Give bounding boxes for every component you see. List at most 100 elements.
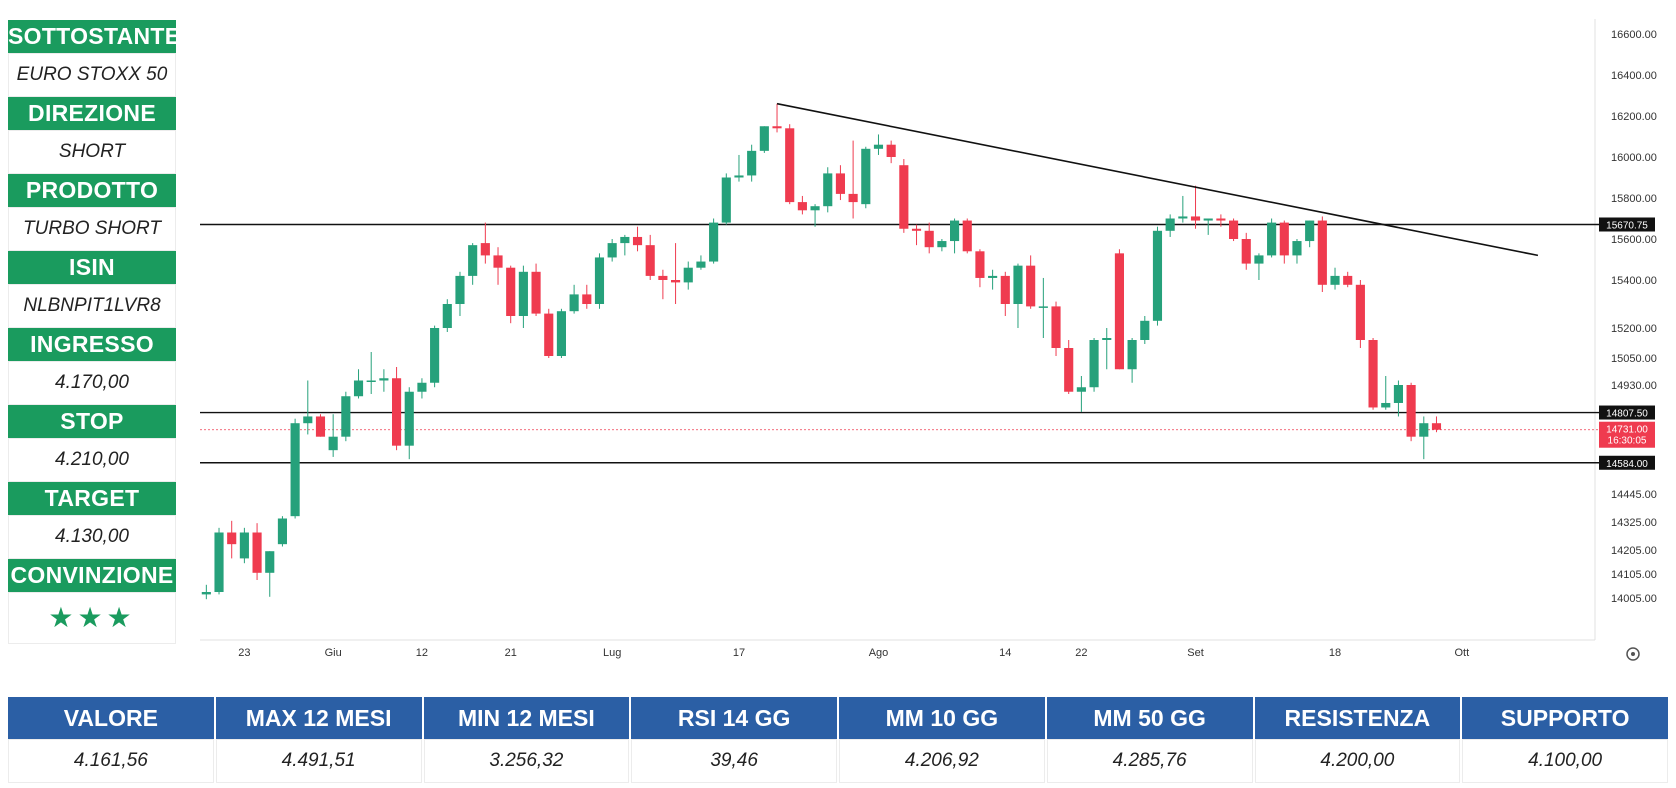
settings-icon[interactable] bbox=[1626, 647, 1640, 661]
candle-body bbox=[468, 245, 478, 276]
sidebar-label-sottostante: SOTTOSTANTE bbox=[8, 20, 180, 53]
y-tick-label: 16600.00 bbox=[1611, 29, 1657, 41]
level-price-tag bbox=[1599, 455, 1655, 470]
candle-body bbox=[341, 396, 351, 437]
candle-body bbox=[607, 243, 617, 258]
candle-body bbox=[747, 150, 757, 176]
candle-body bbox=[721, 177, 731, 223]
candle-body bbox=[493, 255, 503, 268]
candle bbox=[696, 255, 706, 270]
candle-body bbox=[1178, 216, 1188, 219]
candle bbox=[328, 414, 338, 457]
candle-body bbox=[353, 380, 364, 397]
candle-body bbox=[518, 271, 528, 316]
stat-header: MIN 12 MESI bbox=[423, 697, 630, 739]
candle bbox=[1000, 271, 1010, 316]
sidebar-value-ingresso: 4.170,00 bbox=[8, 361, 176, 405]
candle-body bbox=[1368, 340, 1378, 408]
candle bbox=[1178, 195, 1188, 223]
chart-plot-area bbox=[200, 19, 1596, 641]
sidebar-label-ingresso: INGRESSO bbox=[8, 328, 176, 361]
candle-body bbox=[1203, 218, 1213, 221]
sidebar-value-target: 4.130,00 bbox=[8, 515, 176, 559]
candle-body bbox=[810, 206, 820, 211]
candle bbox=[1267, 218, 1277, 258]
candle-body bbox=[1216, 218, 1226, 221]
sidebar-value-stop: 4.210,00 bbox=[8, 438, 176, 482]
candle bbox=[899, 159, 909, 233]
candle bbox=[379, 369, 389, 392]
stat-header: MM 10 GG bbox=[839, 697, 1045, 739]
candle-body bbox=[1165, 218, 1175, 231]
candle bbox=[353, 369, 364, 399]
candle-body bbox=[886, 144, 896, 157]
candle bbox=[1089, 338, 1099, 392]
x-tick-label: 14 bbox=[999, 647, 1011, 659]
candle-body bbox=[201, 592, 211, 595]
candle bbox=[975, 249, 985, 288]
candle bbox=[366, 352, 376, 394]
candle-body bbox=[645, 245, 655, 276]
sidebar-value-direzione: SHORT bbox=[8, 130, 176, 174]
candle-body bbox=[1064, 348, 1074, 392]
candle bbox=[950, 218, 960, 254]
candle-body bbox=[1305, 220, 1315, 242]
candle bbox=[1279, 220, 1289, 264]
candle-body bbox=[1292, 241, 1302, 256]
stats-table: VALORE 4.161,56 MAX 12 MESI 4.491,51 MIN 12 … bbox=[8, 697, 1668, 783]
y-tick-label: 15200.00 bbox=[1611, 323, 1657, 335]
candle-body bbox=[911, 228, 922, 231]
candle bbox=[1254, 253, 1264, 280]
candle-body bbox=[772, 126, 782, 129]
candle bbox=[1343, 271, 1353, 288]
candle bbox=[873, 134, 884, 155]
candle bbox=[810, 204, 820, 227]
candle bbox=[797, 195, 807, 215]
candle-body bbox=[785, 128, 795, 203]
candle-body bbox=[734, 175, 744, 178]
candle bbox=[1368, 338, 1378, 410]
candle bbox=[645, 234, 655, 280]
candle-body bbox=[265, 551, 275, 573]
candle-body bbox=[658, 275, 668, 280]
level-price-tag bbox=[1599, 405, 1655, 420]
candle-body bbox=[1381, 402, 1391, 408]
candle bbox=[518, 265, 528, 328]
conviction-stars: ★★★ bbox=[8, 592, 176, 644]
candle-body bbox=[1127, 340, 1137, 370]
candle-body bbox=[404, 391, 414, 446]
candle-body bbox=[455, 275, 465, 304]
y-tick-label: 14930.00 bbox=[1611, 380, 1657, 392]
x-tick-label: 23 bbox=[238, 647, 250, 659]
stat-column: MM 10 GG 4.206,92 bbox=[839, 697, 1045, 783]
candle-body bbox=[1152, 230, 1163, 321]
candle bbox=[620, 234, 630, 256]
candle bbox=[772, 103, 782, 133]
candle-body bbox=[975, 251, 985, 278]
candle-body bbox=[227, 532, 237, 545]
stat-column: SUPPORTO 4.100,00 bbox=[1462, 697, 1668, 783]
candle-body bbox=[620, 236, 630, 244]
x-axis: 23 Giu 12 21 Lug 17 Ago 14 22 Set 18 Ott bbox=[238, 647, 1469, 659]
stat-column: RESISTENZA 4.200,00 bbox=[1254, 697, 1461, 783]
candle bbox=[582, 284, 592, 309]
candle-body bbox=[1241, 239, 1251, 264]
candle-body bbox=[1330, 275, 1340, 285]
sidebar-value-isin: NLBNPIT1LVR8 bbox=[8, 284, 176, 328]
candle bbox=[1431, 416, 1442, 433]
candle-body bbox=[962, 220, 972, 252]
candle-body bbox=[937, 241, 947, 248]
candle bbox=[430, 325, 440, 388]
candle-body bbox=[1343, 275, 1353, 285]
stat-header: RSI 14 GG bbox=[631, 697, 837, 739]
candle bbox=[493, 247, 503, 285]
level-price-label: 15670.75 bbox=[1606, 220, 1648, 231]
candle bbox=[1381, 376, 1391, 410]
x-tick-label: 12 bbox=[416, 647, 428, 659]
candle bbox=[468, 243, 478, 285]
candle bbox=[556, 308, 566, 358]
candle bbox=[506, 265, 516, 324]
candle-body bbox=[594, 257, 605, 304]
candle bbox=[480, 222, 490, 264]
stat-value: 3.256,32 bbox=[424, 739, 630, 783]
